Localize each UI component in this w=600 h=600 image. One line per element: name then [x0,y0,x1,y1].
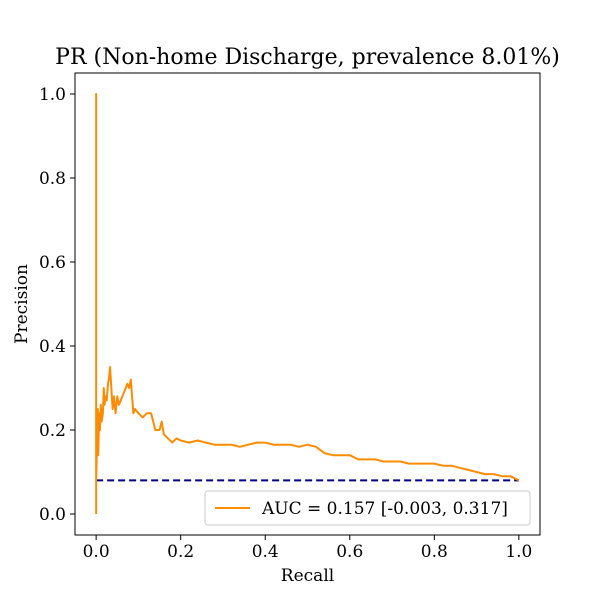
legend-label-auc: AUC = 0.157 [-0.003, 0.317] [261,499,508,519]
x-axis-ticks: 0.0 0.2 0.4 0.6 0.8 1.0 [83,535,532,562]
plot-frame [74,72,541,536]
y-axis-label: Precision [12,264,32,344]
x-tick-label: 1.0 [505,542,532,562]
x-tick-label: 0.8 [421,542,448,562]
series-layer [95,93,520,514]
x-tick-label: 0.4 [252,542,279,562]
y-tick-label: 0.6 [39,253,66,273]
x-tick-label: 0.2 [167,542,194,562]
x-tick-label: 0.0 [83,542,110,562]
legend: AUC = 0.157 [-0.003, 0.317] [204,490,531,526]
plot-area [74,72,541,536]
x-tick-label: 0.6 [336,542,363,562]
pr-curve-line [95,93,520,514]
x-axis-label: Recall [281,566,334,586]
legend-box [204,490,531,526]
chart-title: PR (Non-home Discharge, prevalence 8.01%… [55,45,560,70]
y-tick-label: 1.0 [39,85,66,105]
y-tick-label: 0.4 [39,337,66,357]
y-tick-label: 0.8 [39,169,66,189]
y-axis-ticks: 0.0 0.2 0.4 0.6 0.8 1.0 [39,85,75,525]
y-tick-label: 0.2 [39,421,66,441]
y-tick-label: 0.0 [39,505,66,525]
